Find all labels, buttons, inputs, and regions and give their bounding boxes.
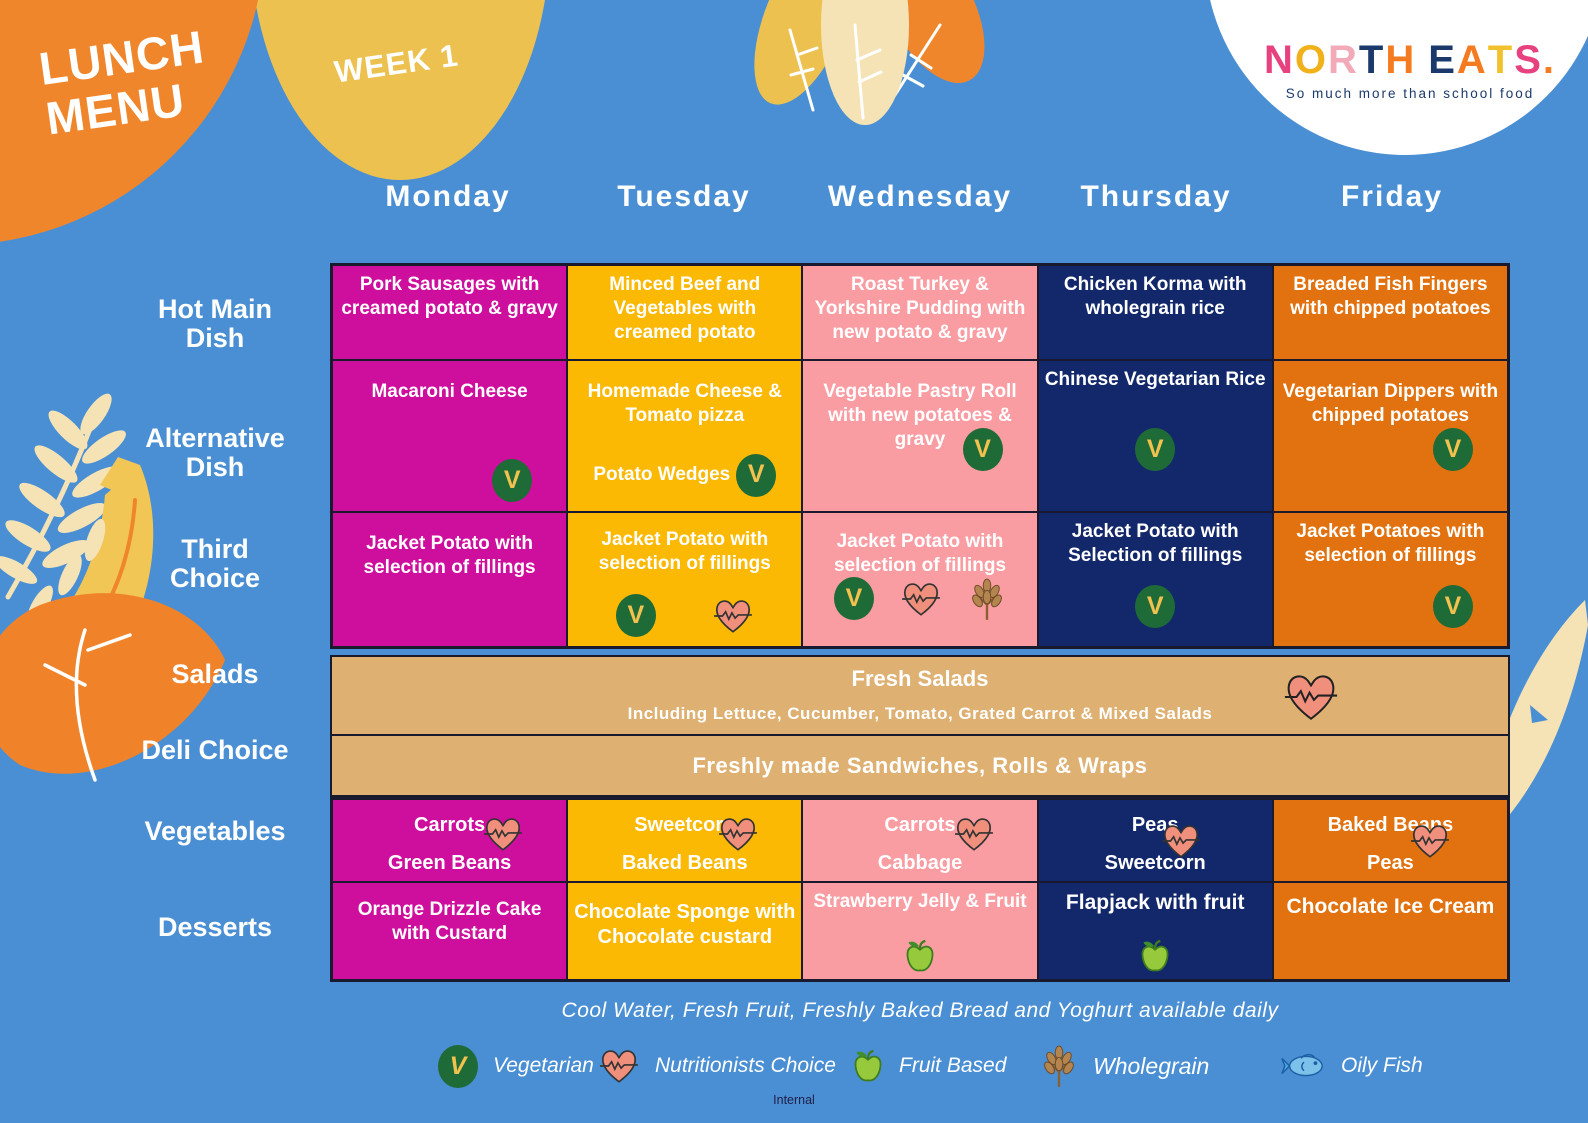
cell-alternative-monday: Macaroni Cheese V bbox=[332, 360, 568, 512]
vegetarian-icon: V bbox=[833, 577, 874, 620]
fruit-based-icon bbox=[854, 1049, 882, 1082]
legend-nutritionists-choice: Nutritionists Choice bbox=[598, 1040, 836, 1092]
legend-wholegrain: Wholegrain bbox=[1040, 1040, 1209, 1092]
deli-choice-bar: Freshly made Sandwiches, Rolls & Wraps bbox=[330, 734, 1510, 797]
vegetarian-icon: V bbox=[1432, 428, 1473, 471]
cell-third-choice-wednesday: Jacket Potato with selection of fillings… bbox=[802, 512, 1038, 647]
orange-leaf-left bbox=[0, 593, 225, 782]
cell-alternative-tuesday: Homemade Cheese & Tomato pizza Potato We… bbox=[567, 360, 803, 512]
nutritionists-choice-icon bbox=[1411, 825, 1449, 858]
north-eats-logo: NORTH EATS. So much more than school food bbox=[1250, 40, 1570, 101]
vegetarian-icon: V bbox=[736, 453, 777, 497]
row-label-alternative: Alternative Dish bbox=[145, 423, 285, 483]
oily-fish-icon bbox=[1281, 1053, 1323, 1077]
salads-subtitle: Including Lettuce, Cucumber, Tomato, Gra… bbox=[627, 704, 1213, 723]
cell-vegetables-monday: Carrots Green Beans bbox=[332, 799, 568, 882]
cell-vegetables-wednesday: Carrots Cabbage bbox=[802, 799, 1038, 882]
day-header-tuesday: Tuesday bbox=[617, 180, 751, 213]
nutritionists-choice-icon bbox=[954, 818, 993, 851]
cell-desserts-friday: Chocolate Ice Cream bbox=[1272, 882, 1508, 980]
row-label-hot-main: Hot Main Dish bbox=[158, 294, 272, 354]
day-header-row: Monday Tuesday Wednesday Thursday Friday bbox=[330, 180, 1510, 214]
fruit-based-icon bbox=[906, 939, 934, 972]
row-label-deli-choice: Deli Choice bbox=[141, 735, 289, 765]
cell-hot-main-monday: Pork Sausages with creamed potato & grav… bbox=[332, 265, 568, 360]
logo-tagline: So much more than school food bbox=[1285, 86, 1535, 101]
cell-hot-main-friday: Breaded Fish Fingers with chipped potato… bbox=[1272, 265, 1508, 360]
cell-third-choice-tuesday: Jacket Potato with selection of fillings… bbox=[567, 512, 803, 647]
cell-alternative-wednesday: Vegetable Pastry Roll with new potatoes … bbox=[802, 360, 1038, 512]
deli-text: Freshly made Sandwiches, Rolls & Wraps bbox=[692, 752, 1148, 778]
cell-third-choice-friday: Jacket Potatoes with selection of fillin… bbox=[1272, 512, 1508, 647]
nutritionists-choice-icon bbox=[713, 599, 752, 633]
row-label-salads: Salads bbox=[171, 659, 259, 689]
nutritionists-choice-icon bbox=[484, 818, 523, 851]
cell-alternative-thursday: Chinese Vegetarian Rice V bbox=[1037, 360, 1273, 512]
vegetarian-icon: V bbox=[1135, 428, 1176, 471]
salads-title: Fresh Salads bbox=[851, 666, 989, 691]
menu-grid-bottom: Carrots Green Beans Sweetcorn Baked Bean… bbox=[330, 797, 1510, 982]
cell-desserts-tuesday: Chocolate Sponge with Chocolate custard bbox=[567, 882, 803, 980]
vegetarian-icon: V bbox=[615, 594, 656, 637]
cell-desserts-wednesday: Strawberry Jelly & Fruit bbox=[802, 882, 1038, 980]
leaf-cluster-top bbox=[754, 0, 985, 125]
cell-desserts-thursday: Flapjack with fruit bbox=[1037, 882, 1273, 980]
week-blob bbox=[250, 0, 550, 180]
cell-hot-main-wednesday: Roast Turkey & Yorkshire Pudding with ne… bbox=[802, 265, 1038, 360]
cell-hot-main-thursday: Chicken Korma with wholegrain rice bbox=[1037, 265, 1273, 360]
internal-watermark: Internal bbox=[773, 1093, 815, 1107]
salads-bar: Fresh Salads Including Lettuce, Cucumber… bbox=[330, 655, 1510, 736]
day-header-wednesday: Wednesday bbox=[827, 180, 1013, 213]
cell-desserts-monday: Orange Drizzle Cake with Custard bbox=[332, 882, 568, 980]
daily-availability-note: Cool Water, Fresh Fruit, Freshly Baked B… bbox=[561, 999, 1279, 1022]
logo-wordmark: NORTH EATS. bbox=[1263, 38, 1557, 82]
wholegrain-icon bbox=[1044, 1045, 1074, 1087]
fruit-based-icon bbox=[1141, 939, 1169, 972]
nutritionists-choice-icon bbox=[1284, 675, 1338, 721]
nutritionists-choice-icon bbox=[600, 1050, 638, 1083]
cell-third-choice-thursday: Jacket Potato with Selection of fillings… bbox=[1037, 512, 1273, 647]
day-header-friday: Friday bbox=[1340, 180, 1444, 213]
vegetarian-icon: V bbox=[962, 428, 1003, 471]
fern-branch-left bbox=[0, 393, 126, 600]
legend-vegetarian: V Vegetarian bbox=[438, 1040, 594, 1092]
wholegrain-icon bbox=[972, 578, 1002, 620]
menu-grid-top: Pork Sausages with creamed potato & grav… bbox=[330, 263, 1510, 649]
vegetarian-icon: V bbox=[1135, 585, 1176, 628]
cell-alternative-friday: Vegetarian Dippers with chipped potatoes… bbox=[1272, 360, 1508, 512]
cell-third-choice-monday: Jacket Potato with selection of fillings bbox=[332, 512, 568, 647]
row-label-desserts: Desserts bbox=[157, 912, 273, 942]
vegetarian-icon: V bbox=[492, 459, 533, 502]
nutritionists-choice-icon bbox=[1161, 825, 1200, 858]
legend-oily-fish: Oily Fish bbox=[1280, 1040, 1423, 1092]
vegetarian-icon: V bbox=[438, 1044, 478, 1088]
nutritionists-choice-icon bbox=[719, 818, 758, 851]
cell-vegetables-friday: Baked Beans Peas bbox=[1272, 799, 1508, 882]
cell-vegetables-tuesday: Sweetcorn Baked Beans bbox=[567, 799, 803, 882]
cell-vegetables-thursday: Peas Sweetcorn bbox=[1037, 799, 1273, 882]
row-label-vegetables: Vegetables bbox=[144, 816, 286, 846]
nutritionists-choice-icon bbox=[902, 582, 940, 616]
cell-hot-main-tuesday: Minced Beef and Vegetables with creamed … bbox=[567, 265, 803, 360]
day-header-thursday: Thursday bbox=[1080, 180, 1232, 213]
vegetarian-icon: V bbox=[1432, 585, 1473, 628]
legend-fruit-based: Fruit Based bbox=[852, 1040, 1006, 1092]
row-label-third-choice: Third Choice bbox=[169, 534, 261, 594]
day-header-monday: Monday bbox=[385, 180, 511, 213]
